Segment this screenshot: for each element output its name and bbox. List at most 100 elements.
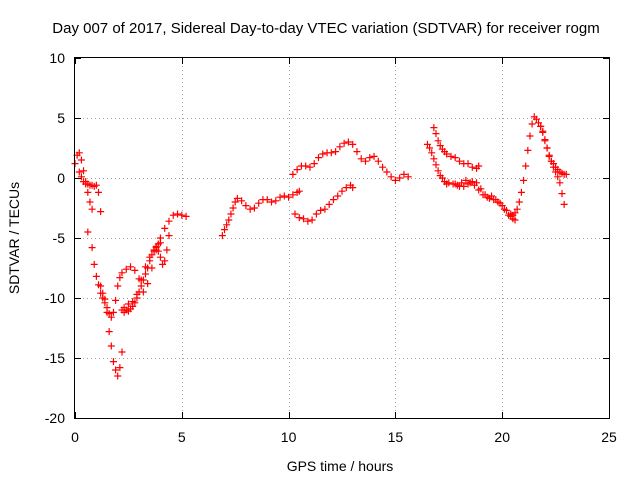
data-point bbox=[370, 152, 378, 160]
data-point bbox=[174, 210, 182, 218]
data-point bbox=[114, 282, 122, 290]
y-tick-label: -20 bbox=[45, 410, 65, 426]
data-point bbox=[105, 328, 113, 336]
series-2 bbox=[75, 168, 105, 216]
data-point bbox=[77, 173, 85, 181]
x-tick-label: 20 bbox=[494, 429, 510, 445]
data-point bbox=[112, 296, 120, 304]
data-point bbox=[107, 342, 115, 350]
data-point bbox=[338, 187, 346, 195]
data-point bbox=[97, 208, 105, 216]
data-point bbox=[133, 290, 141, 298]
data-point bbox=[344, 138, 352, 146]
data-point bbox=[447, 152, 455, 160]
data-point bbox=[558, 190, 566, 198]
data-point bbox=[315, 154, 323, 162]
data-point bbox=[300, 215, 308, 223]
data-point bbox=[90, 260, 98, 268]
data-point bbox=[114, 372, 122, 380]
data-point bbox=[92, 272, 100, 280]
y-tick-label: -10 bbox=[45, 290, 65, 306]
data-point bbox=[75, 149, 83, 157]
data-point bbox=[225, 216, 233, 224]
data-point bbox=[139, 288, 147, 296]
data-point bbox=[137, 282, 145, 290]
data-point bbox=[494, 198, 502, 206]
data-point bbox=[430, 124, 438, 132]
data-point bbox=[526, 132, 534, 140]
data-point bbox=[107, 313, 115, 321]
data-point bbox=[340, 139, 348, 147]
data-point bbox=[161, 257, 169, 265]
data-point bbox=[304, 217, 312, 225]
series-3 bbox=[84, 228, 126, 380]
data-point bbox=[285, 193, 293, 201]
data-point bbox=[336, 143, 344, 151]
data-point bbox=[549, 160, 557, 168]
data-point bbox=[88, 205, 96, 213]
data-point bbox=[141, 270, 149, 278]
data-point bbox=[308, 216, 316, 224]
data-point bbox=[423, 140, 431, 148]
series-13 bbox=[451, 178, 515, 218]
data-point bbox=[539, 127, 547, 135]
data-point bbox=[124, 300, 132, 308]
data-point bbox=[361, 157, 369, 165]
data-point bbox=[218, 232, 226, 240]
data-point bbox=[120, 304, 128, 312]
series-7 bbox=[139, 210, 190, 296]
data-point bbox=[88, 244, 96, 252]
data-point bbox=[80, 167, 88, 175]
data-point bbox=[458, 179, 466, 187]
x-tick-label: 5 bbox=[178, 429, 186, 445]
data-point bbox=[112, 366, 120, 374]
data-point bbox=[515, 198, 523, 206]
data-point bbox=[246, 205, 254, 213]
data-point bbox=[366, 154, 374, 162]
data-point bbox=[161, 224, 169, 232]
data-point bbox=[165, 217, 173, 225]
data-point bbox=[438, 174, 446, 182]
data-point bbox=[374, 157, 382, 165]
data-point bbox=[426, 144, 434, 152]
data-point bbox=[522, 162, 530, 170]
data-point bbox=[163, 246, 171, 254]
data-point bbox=[432, 161, 440, 169]
data-point bbox=[77, 156, 85, 164]
data-point bbox=[118, 269, 126, 277]
data-point bbox=[221, 226, 229, 234]
data-point bbox=[227, 210, 235, 218]
data-point bbox=[109, 358, 117, 366]
data-point bbox=[141, 263, 149, 271]
data-point bbox=[464, 160, 472, 168]
y-tick-label: -5 bbox=[53, 230, 66, 246]
data-point bbox=[156, 253, 164, 261]
data-point bbox=[353, 148, 361, 156]
x-tick-label: 15 bbox=[388, 429, 404, 445]
x-tick-label: 10 bbox=[281, 429, 297, 445]
data-point bbox=[255, 199, 263, 207]
data-point bbox=[94, 188, 102, 196]
data-point bbox=[295, 214, 303, 222]
data-point bbox=[146, 253, 154, 261]
data-point bbox=[280, 192, 288, 200]
data-point bbox=[268, 198, 276, 206]
data-point bbox=[428, 149, 436, 157]
data-point bbox=[481, 191, 489, 199]
data-point bbox=[349, 184, 357, 192]
data-point bbox=[329, 196, 337, 204]
data-point bbox=[317, 206, 325, 214]
data-point bbox=[325, 200, 333, 208]
data-point bbox=[554, 173, 562, 181]
x-tick-label: 25 bbox=[601, 429, 617, 445]
y-tick-label: 10 bbox=[49, 50, 65, 66]
series-6 bbox=[120, 232, 173, 312]
series-10 bbox=[291, 181, 357, 225]
data-point bbox=[432, 130, 440, 138]
data-point bbox=[460, 182, 468, 190]
data-point bbox=[144, 280, 152, 288]
y-axis-label: SDTVAR / TECUs bbox=[6, 182, 22, 294]
data-point bbox=[443, 150, 451, 158]
data-point bbox=[306, 163, 314, 171]
